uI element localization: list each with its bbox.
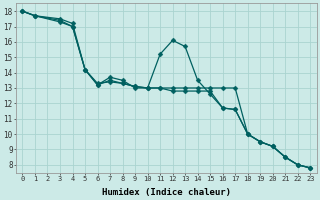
X-axis label: Humidex (Indice chaleur): Humidex (Indice chaleur) bbox=[102, 188, 231, 197]
